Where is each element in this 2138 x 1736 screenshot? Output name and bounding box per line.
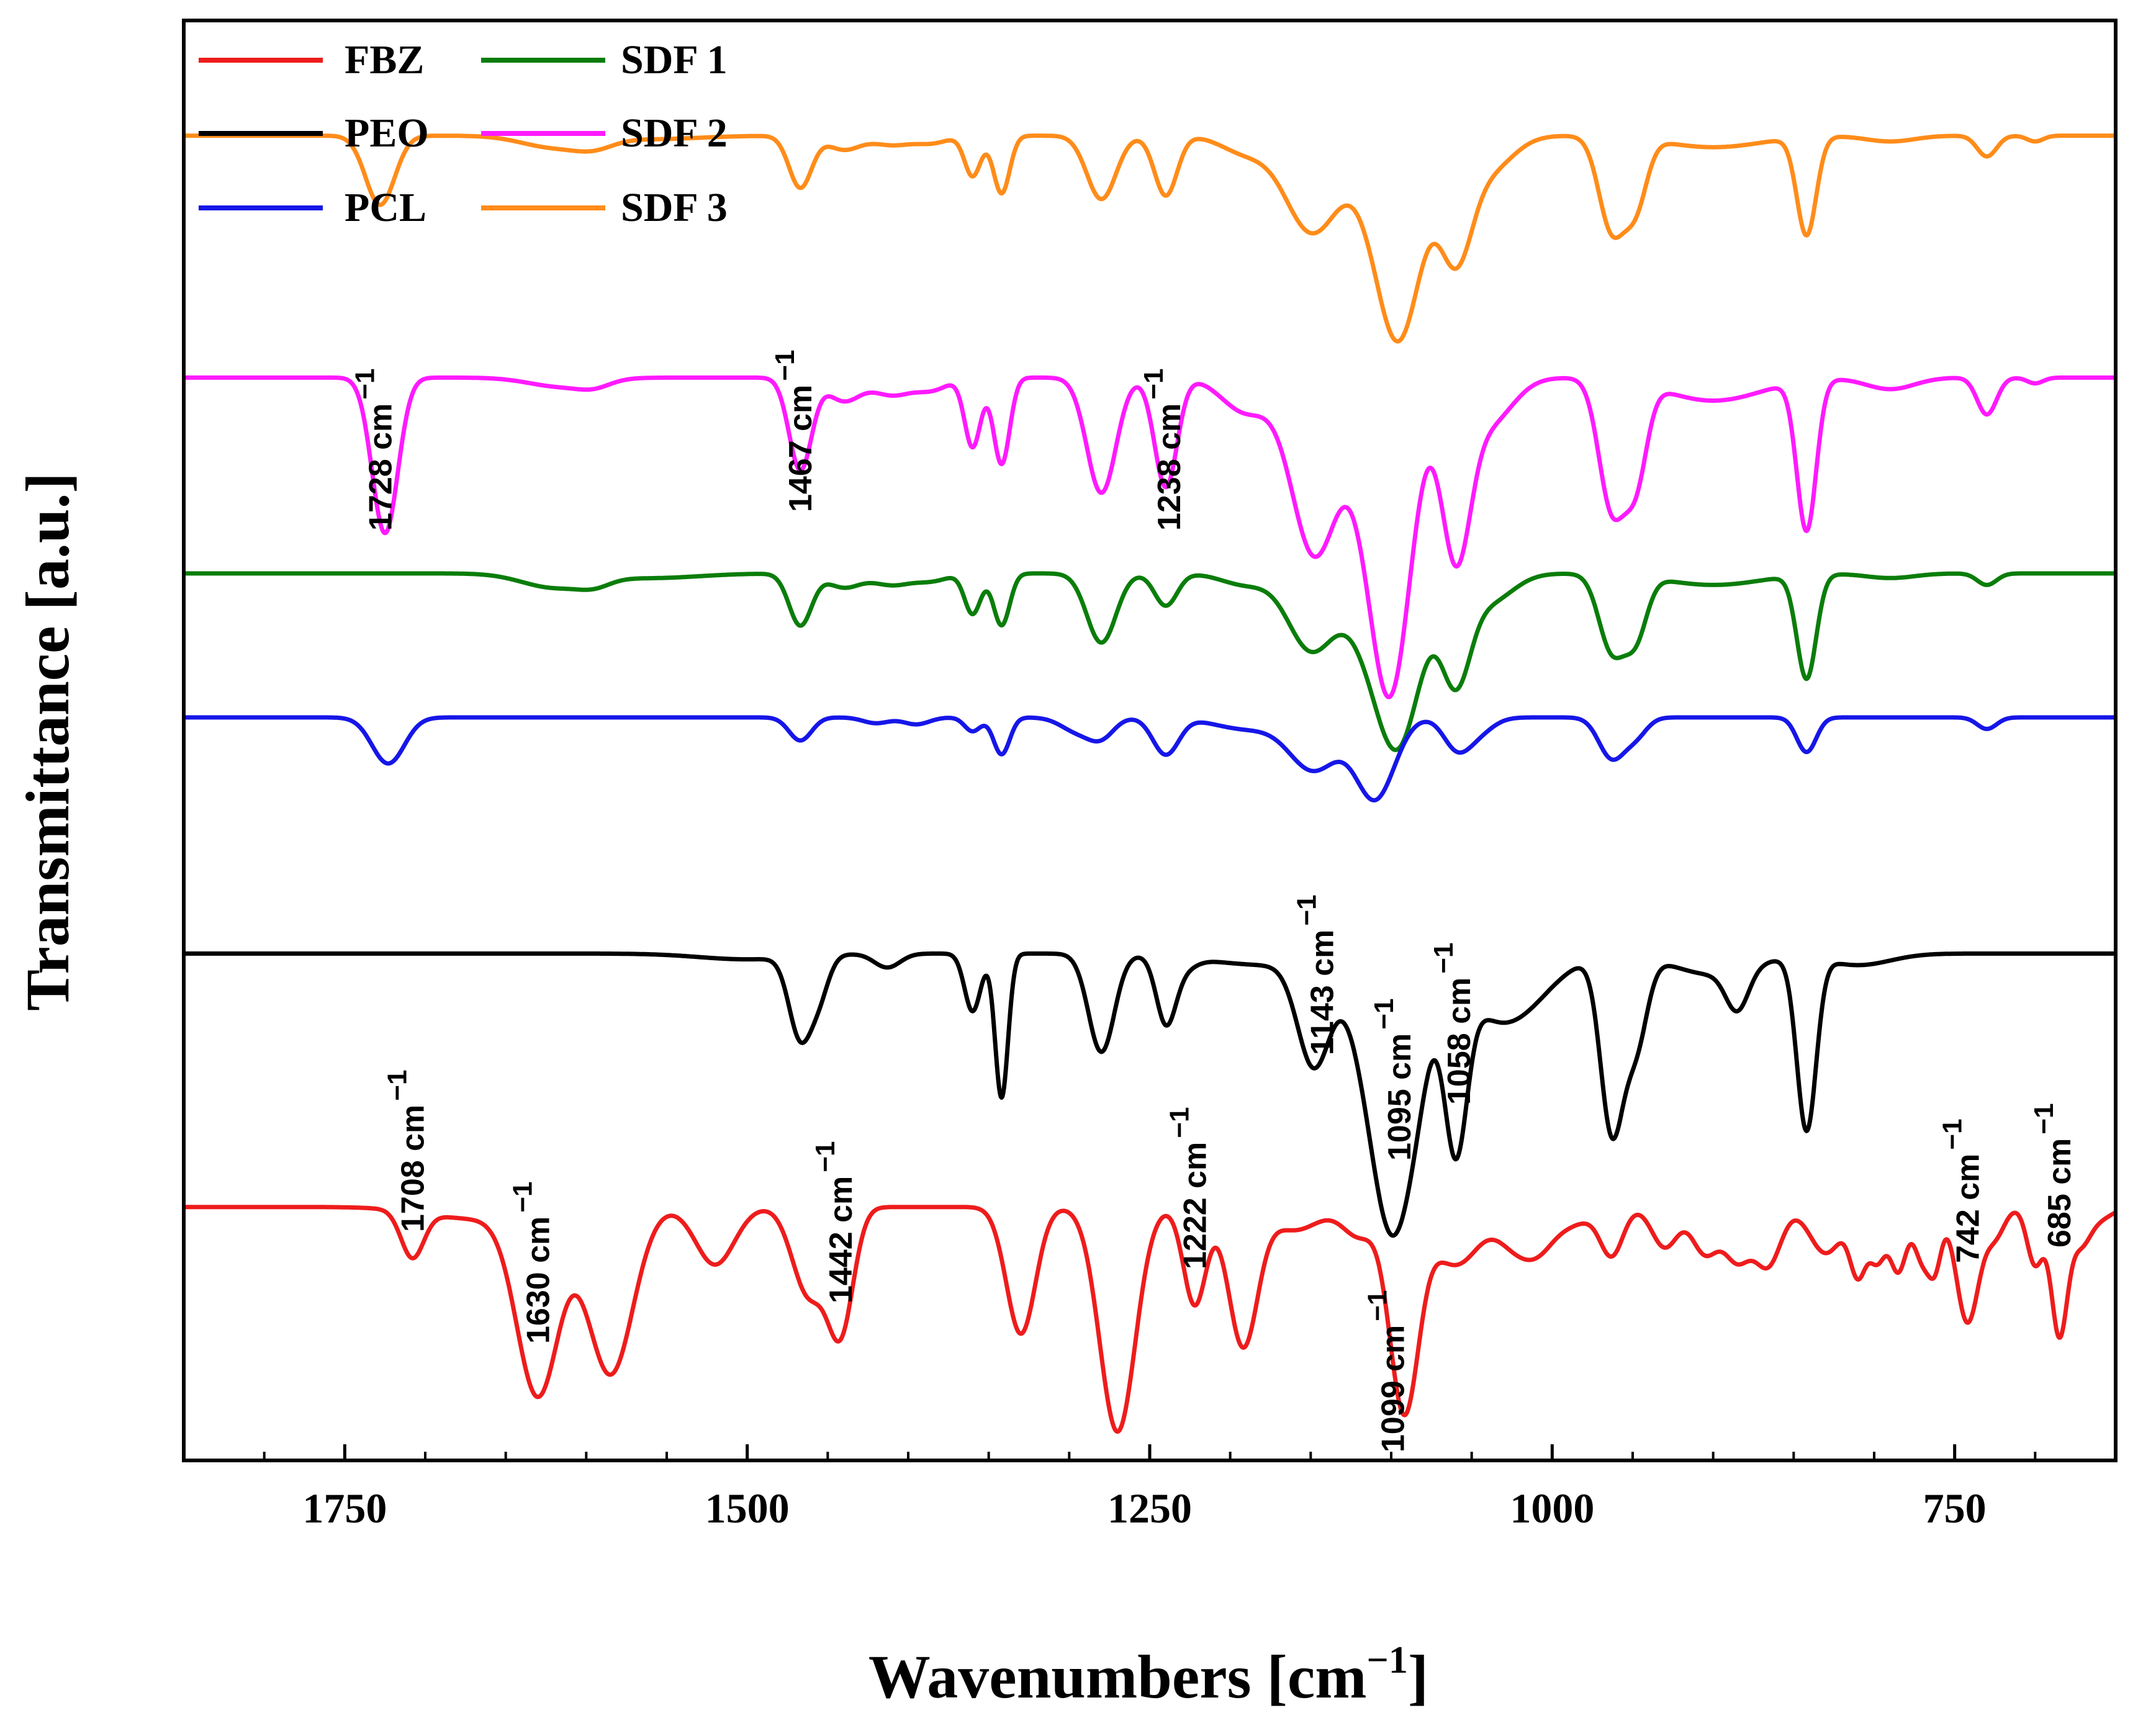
peak-label: 1095 cm−1: [1369, 999, 1418, 1161]
legend-label: SDF 2: [621, 110, 728, 156]
series-line-fbz: [182, 1205, 2118, 1434]
x-tick-label: 1500: [705, 1485, 790, 1532]
series-line-sdf-3: [182, 133, 2118, 344]
peak-annotations: 1728 cm−1 1467 cm−1 1238 cm−1 1143 cm−1 1095…: [350, 350, 2078, 1452]
y-axis-title: Transmittance [a.u.]: [13, 472, 82, 1010]
legend-label: PEO: [345, 110, 429, 156]
legend-label: PCL: [345, 185, 426, 230]
peak-label: 1143 cm−1: [1292, 894, 1341, 1055]
x-tick-label: 750: [1923, 1485, 1987, 1532]
peak-label: 1708 cm−1: [382, 1070, 431, 1232]
peak-label: 1222 cm−1: [1165, 1107, 1214, 1269]
x-tick-label: 1750: [302, 1485, 387, 1532]
legend-label: SDF 1: [621, 37, 728, 83]
peak-label: 1728 cm−1: [350, 369, 399, 531]
peak-label: 1442 cm−1: [810, 1141, 859, 1303]
series-line-pcl: [182, 715, 2118, 803]
peak-label: 1099 cm−1: [1363, 1290, 1412, 1452]
series-line-sdf-1: [182, 571, 2118, 752]
peak-label: 1238 cm−1: [1139, 369, 1188, 531]
x-axis-title-main: Wavenumbers [cm: [868, 1642, 1367, 1711]
peak-label: 1058 cm−1: [1428, 943, 1477, 1105]
peak-label: 1467 cm−1: [770, 350, 819, 512]
x-tick-label: 1000: [1510, 1485, 1594, 1532]
series-line-peo: [182, 951, 2118, 1238]
series-line-sdf-2: [182, 375, 2118, 699]
x-axis: 1750 1500 1250 1000 750: [263, 1444, 2037, 1532]
x-tick-label: 1250: [1107, 1485, 1192, 1532]
legend: FBZ PEO PCL SDF 1 SDF 2 SDF 3: [199, 37, 728, 230]
series-layer: [182, 133, 2118, 1434]
x-axis-title-sup: −1: [1367, 1639, 1408, 1681]
peak-label: 1630 cm−1: [508, 1182, 557, 1344]
x-axis-title-suffix: ]: [1408, 1642, 1428, 1711]
peak-label: 742 cm−1: [1937, 1118, 1986, 1263]
legend-label: SDF 3: [621, 185, 728, 230]
peak-label: 685 cm−1: [2029, 1103, 2078, 1248]
x-axis-title: Wavenumbers [cm−1]: [868, 1639, 1428, 1711]
legend-label: FBZ: [345, 37, 424, 83]
